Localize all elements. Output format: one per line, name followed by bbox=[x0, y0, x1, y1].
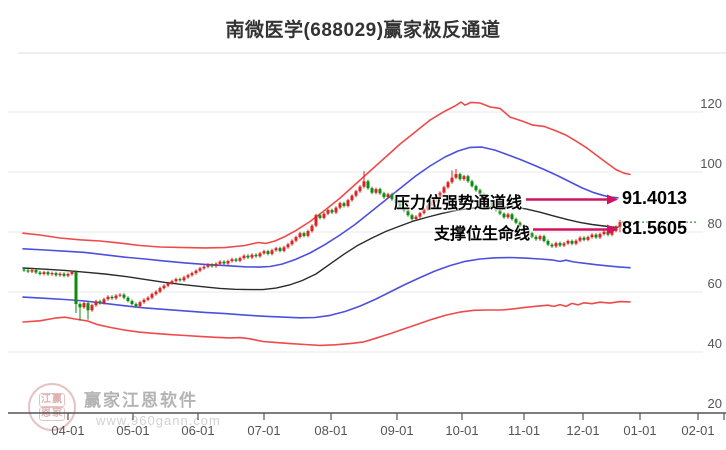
svg-text:01-01: 01-01 bbox=[623, 423, 656, 438]
svg-text:120: 120 bbox=[700, 96, 722, 111]
svg-text:06-01: 06-01 bbox=[181, 423, 214, 438]
svg-text:40: 40 bbox=[708, 336, 722, 351]
svg-text:09-01: 09-01 bbox=[380, 423, 413, 438]
svg-text:07-01: 07-01 bbox=[247, 423, 280, 438]
svg-text:20: 20 bbox=[708, 396, 722, 411]
support-line-value: 81.5605 bbox=[622, 218, 688, 238]
svg-text:100: 100 bbox=[700, 156, 722, 171]
pressure-line-value: 91.4013 bbox=[622, 188, 688, 208]
svg-text:10-01: 10-01 bbox=[445, 423, 478, 438]
svg-text:60: 60 bbox=[708, 276, 722, 291]
svg-text:02-01: 02-01 bbox=[681, 423, 714, 438]
watermark-text: 赢家江恩软件 www.960gann.com bbox=[84, 383, 221, 428]
svg-text:05-01: 05-01 bbox=[116, 423, 149, 438]
watermark-url: www.960gann.com bbox=[96, 413, 221, 428]
svg-text:12-01: 12-01 bbox=[566, 423, 599, 438]
pressure-line-label: 压力位强势通道线 bbox=[393, 195, 522, 212]
svg-text:80: 80 bbox=[708, 216, 722, 231]
svg-text:08-01: 08-01 bbox=[314, 423, 347, 438]
svg-text:11-01: 11-01 bbox=[508, 423, 540, 438]
seal-row-top: 江赢 bbox=[39, 393, 65, 407]
watermark-brand: 赢家江恩软件 bbox=[84, 391, 198, 410]
svg-text:04-01: 04-01 bbox=[51, 423, 84, 438]
support-line-label: 支撑位生命线 bbox=[433, 226, 530, 243]
page-title: 南微医学(688029)赢家极反通道 bbox=[225, 20, 501, 41]
